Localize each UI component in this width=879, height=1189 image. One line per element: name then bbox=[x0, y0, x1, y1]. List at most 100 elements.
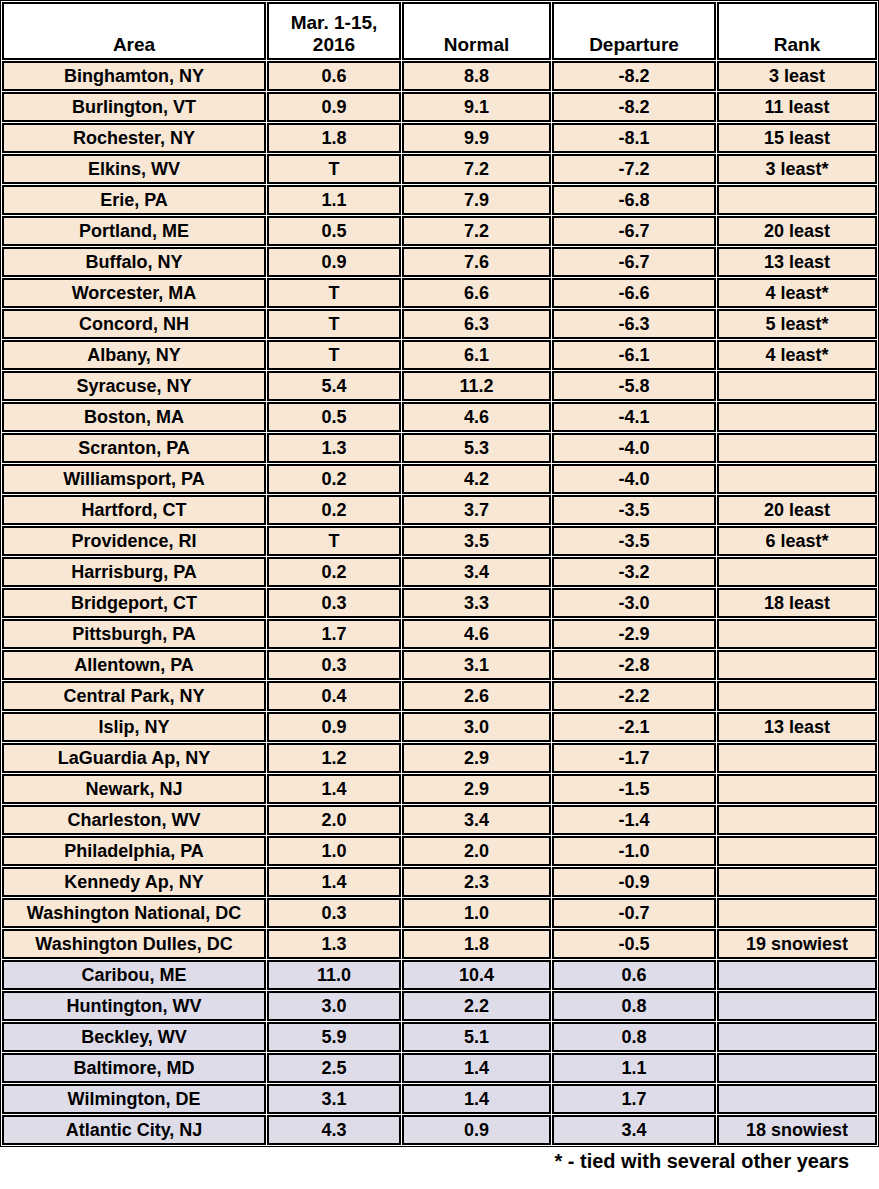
cell-normal: 3.5 bbox=[402, 526, 551, 556]
cell-rank: 18 least bbox=[717, 588, 877, 618]
table-row: Wilmington, DE3.11.41.7 bbox=[2, 1084, 877, 1114]
cell-mar-1-15-2016: 1.4 bbox=[267, 774, 401, 804]
table-row: Washington National, DC0.31.0-0.7 bbox=[2, 898, 877, 928]
table-row: Williamsport, PA0.24.2-4.0 bbox=[2, 464, 877, 494]
cell-normal: 6.6 bbox=[402, 278, 551, 308]
cell-rank bbox=[717, 960, 877, 990]
cell-rank: 5 least* bbox=[717, 309, 877, 339]
cell-rank bbox=[717, 650, 877, 680]
cell-normal: 10.4 bbox=[402, 960, 551, 990]
cell-departure: -4.0 bbox=[552, 464, 716, 494]
cell-normal: 7.9 bbox=[402, 185, 551, 215]
table-row: Binghamton, NY0.68.8-8.23 least bbox=[2, 61, 877, 91]
cell-area: Hartford, CT bbox=[2, 495, 266, 525]
cell-departure: -3.5 bbox=[552, 495, 716, 525]
table-row: Albany, NYT6.1-6.14 least* bbox=[2, 340, 877, 370]
cell-mar-1-15-2016: 4.3 bbox=[267, 1115, 401, 1145]
table-row: Hartford, CT0.23.7-3.520 least bbox=[2, 495, 877, 525]
cell-normal: 3.0 bbox=[402, 712, 551, 742]
cell-area: Scranton, PA bbox=[2, 433, 266, 463]
cell-rank: 20 least bbox=[717, 495, 877, 525]
table-row: Charleston, WV2.03.4-1.4 bbox=[2, 805, 877, 835]
column-header-departure: Departure bbox=[552, 2, 716, 60]
cell-mar-1-15-2016: 0.4 bbox=[267, 681, 401, 711]
cell-rank bbox=[717, 991, 877, 1021]
cell-rank: 6 least* bbox=[717, 526, 877, 556]
cell-area: Erie, PA bbox=[2, 185, 266, 215]
table-row: Concord, NHT6.3-6.35 least* bbox=[2, 309, 877, 339]
cell-area: Portland, ME bbox=[2, 216, 266, 246]
cell-area: Boston, MA bbox=[2, 402, 266, 432]
column-header-area: Area bbox=[2, 2, 266, 60]
table-row: Philadelphia, PA1.02.0-1.0 bbox=[2, 836, 877, 866]
cell-departure: -2.8 bbox=[552, 650, 716, 680]
cell-departure: -7.2 bbox=[552, 154, 716, 184]
cell-departure: -3.2 bbox=[552, 557, 716, 587]
cell-departure: -0.7 bbox=[552, 898, 716, 928]
cell-departure: -3.0 bbox=[552, 588, 716, 618]
table-row: Scranton, PA1.35.3-4.0 bbox=[2, 433, 877, 463]
cell-mar-1-15-2016: 1.2 bbox=[267, 743, 401, 773]
table-row: Burlington, VT0.99.1-8.211 least bbox=[2, 92, 877, 122]
cell-mar-1-15-2016: 0.5 bbox=[267, 402, 401, 432]
cell-departure: 0.8 bbox=[552, 1022, 716, 1052]
cell-normal: 11.2 bbox=[402, 371, 551, 401]
cell-mar-1-15-2016: 2.0 bbox=[267, 805, 401, 835]
cell-normal: 7.2 bbox=[402, 154, 551, 184]
cell-rank: 3 least bbox=[717, 61, 877, 91]
table-row: Washington Dulles, DC1.31.8-0.519 snowie… bbox=[2, 929, 877, 959]
cell-departure: 1.1 bbox=[552, 1053, 716, 1083]
cell-normal: 1.0 bbox=[402, 898, 551, 928]
cell-normal: 6.1 bbox=[402, 340, 551, 370]
cell-area: Baltimore, MD bbox=[2, 1053, 266, 1083]
cell-normal: 7.2 bbox=[402, 216, 551, 246]
cell-normal: 6.3 bbox=[402, 309, 551, 339]
cell-departure: -6.7 bbox=[552, 216, 716, 246]
cell-rank bbox=[717, 805, 877, 835]
cell-mar-1-15-2016: 1.3 bbox=[267, 433, 401, 463]
cell-rank: 13 least bbox=[717, 247, 877, 277]
cell-normal: 4.6 bbox=[402, 619, 551, 649]
cell-area: LaGuardia Ap, NY bbox=[2, 743, 266, 773]
cell-mar-1-15-2016: 11.0 bbox=[267, 960, 401, 990]
cell-departure: -6.3 bbox=[552, 309, 716, 339]
table-row: LaGuardia Ap, NY1.22.9-1.7 bbox=[2, 743, 877, 773]
snowfall-table: Area Mar. 1-15, 2016 Normal Departure Ra… bbox=[0, 0, 879, 1147]
cell-normal: 3.4 bbox=[402, 557, 551, 587]
cell-mar-1-15-2016: 0.2 bbox=[267, 495, 401, 525]
table-row: Allentown, PA0.33.1-2.8 bbox=[2, 650, 877, 680]
table-row: Central Park, NY0.42.6-2.2 bbox=[2, 681, 877, 711]
cell-normal: 4.2 bbox=[402, 464, 551, 494]
cell-departure: 0.6 bbox=[552, 960, 716, 990]
table-row: Buffalo, NY0.97.6-6.713 least bbox=[2, 247, 877, 277]
cell-mar-1-15-2016: 0.2 bbox=[267, 557, 401, 587]
cell-rank bbox=[717, 1053, 877, 1083]
cell-mar-1-15-2016: T bbox=[267, 309, 401, 339]
cell-mar-1-15-2016: 0.3 bbox=[267, 650, 401, 680]
cell-rank bbox=[717, 371, 877, 401]
table-body: Binghamton, NY0.68.8-8.23 leastBurlingto… bbox=[2, 61, 877, 1145]
cell-rank bbox=[717, 898, 877, 928]
cell-mar-1-15-2016: 0.3 bbox=[267, 588, 401, 618]
cell-mar-1-15-2016: 0.9 bbox=[267, 247, 401, 277]
cell-normal: 5.3 bbox=[402, 433, 551, 463]
cell-area: Burlington, VT bbox=[2, 92, 266, 122]
cell-departure: -0.9 bbox=[552, 867, 716, 897]
cell-rank bbox=[717, 1084, 877, 1114]
cell-departure: -6.1 bbox=[552, 340, 716, 370]
cell-rank: 19 snowiest bbox=[717, 929, 877, 959]
cell-mar-1-15-2016: 1.3 bbox=[267, 929, 401, 959]
cell-departure: -1.4 bbox=[552, 805, 716, 835]
cell-mar-1-15-2016: 1.7 bbox=[267, 619, 401, 649]
column-header-rank: Rank bbox=[717, 2, 877, 60]
cell-area: Washington National, DC bbox=[2, 898, 266, 928]
cell-mar-1-15-2016: 0.5 bbox=[267, 216, 401, 246]
table-row: Elkins, WVT7.2-7.23 least* bbox=[2, 154, 877, 184]
cell-area: Binghamton, NY bbox=[2, 61, 266, 91]
cell-normal: 2.9 bbox=[402, 743, 551, 773]
cell-normal: 8.8 bbox=[402, 61, 551, 91]
cell-rank bbox=[717, 557, 877, 587]
header-row: Area Mar. 1-15, 2016 Normal Departure Ra… bbox=[2, 2, 877, 60]
cell-normal: 7.6 bbox=[402, 247, 551, 277]
cell-area: Central Park, NY bbox=[2, 681, 266, 711]
